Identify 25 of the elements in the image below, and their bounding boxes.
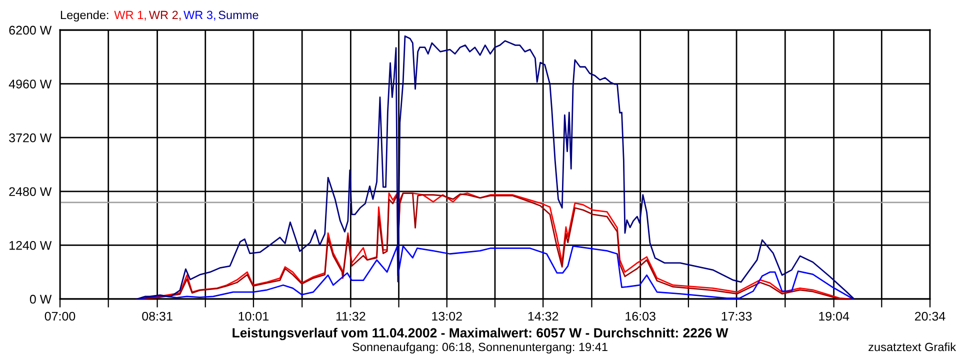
- x-tick-label: 11:32: [336, 312, 366, 321]
- y-tick-label: 3720 W: [9, 133, 52, 142]
- y-tick-label: 2480 W: [9, 187, 52, 196]
- x-tick-label: 10:01: [238, 312, 268, 321]
- text: Sonnenaufgang: 06:18, Sonnenuntergang: 19:41: [352, 342, 608, 354]
- x-tick-label: 13:02: [432, 312, 462, 321]
- x-tick-label: 19:04: [819, 312, 850, 321]
- x-tick-label: 17:33: [722, 312, 752, 321]
- x-tick-label: 14:32: [528, 312, 558, 321]
- line-series: [136, 35, 854, 299]
- x-tick-label: 08:31: [142, 312, 172, 321]
- y-tick-label: 0 W: [30, 294, 52, 304]
- text: WR 3,: [184, 10, 216, 21]
- y-tick-label: 1240 W: [10, 241, 52, 250]
- x-tick-label: 07:00: [44, 312, 76, 321]
- y-tick-label: 6200 W: [9, 26, 52, 35]
- x-tick-label: 16:03: [626, 312, 656, 321]
- text: WR 2,: [148, 10, 181, 21]
- legend-title: Legende:: [60, 10, 108, 22]
- text: Leistungsverlauf vom 11.04.2002 - Maximalwert: 6057 W - Durchschnitt: 2226 W: [232, 328, 728, 340]
- text: Summe: [218, 10, 258, 20]
- text: WR 1,: [114, 10, 146, 21]
- text: zusatztext Grafik: [868, 342, 956, 352]
- y-tick-label: 4960 W: [8, 80, 52, 88]
- x-tick-label: 20:34: [914, 312, 946, 321]
